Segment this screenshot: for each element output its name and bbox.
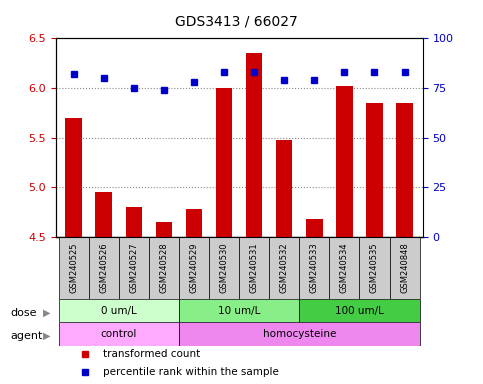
Text: agent: agent (11, 331, 43, 341)
Text: homocysteine: homocysteine (263, 329, 336, 339)
Bar (149, 237, 179, 299)
Bar (389, 237, 420, 299)
Bar (179, 299, 299, 323)
Bar (276, 140, 293, 237)
Bar (269, 237, 299, 299)
Bar (299, 237, 329, 299)
Text: GSM240534: GSM240534 (340, 243, 349, 293)
Bar (329, 237, 359, 299)
Text: percentile rank within the sample: percentile rank within the sample (103, 367, 279, 377)
Bar (336, 86, 353, 237)
Text: 100 um/L: 100 um/L (335, 306, 384, 316)
Text: GSM240529: GSM240529 (189, 243, 199, 293)
Text: GDS3413 / 66027: GDS3413 / 66027 (175, 15, 298, 29)
Bar (179, 323, 420, 346)
Text: ▶: ▶ (43, 331, 50, 341)
Bar (239, 237, 269, 299)
Bar (366, 103, 383, 237)
Text: transformed count: transformed count (103, 349, 200, 359)
Bar (156, 222, 172, 237)
Bar (306, 219, 323, 237)
Bar (58, 299, 179, 323)
Bar (359, 237, 389, 299)
Bar (185, 209, 202, 237)
Text: GSM240528: GSM240528 (159, 243, 169, 293)
Bar (96, 192, 112, 237)
Bar (58, 237, 89, 299)
Text: GSM240526: GSM240526 (99, 243, 108, 293)
Bar (65, 118, 82, 237)
Text: GSM240535: GSM240535 (370, 243, 379, 293)
Text: 10 um/L: 10 um/L (218, 306, 260, 316)
Text: GSM240527: GSM240527 (129, 243, 138, 293)
Bar (299, 299, 420, 323)
Bar (179, 237, 209, 299)
Text: GSM240532: GSM240532 (280, 243, 289, 293)
Text: 0 um/L: 0 um/L (101, 306, 137, 316)
Bar (126, 207, 142, 237)
Bar (119, 237, 149, 299)
Text: control: control (100, 329, 137, 339)
Bar (396, 103, 413, 237)
Bar (58, 323, 179, 346)
Bar (209, 237, 239, 299)
Text: GSM240525: GSM240525 (69, 243, 78, 293)
Text: GSM240533: GSM240533 (310, 243, 319, 293)
Text: GSM240848: GSM240848 (400, 243, 409, 293)
Bar (246, 53, 262, 237)
Text: GSM240531: GSM240531 (250, 243, 258, 293)
Bar (89, 237, 119, 299)
Text: ▶: ▶ (43, 308, 50, 318)
Text: dose: dose (11, 308, 37, 318)
Text: GSM240530: GSM240530 (220, 243, 228, 293)
Bar (216, 88, 232, 237)
